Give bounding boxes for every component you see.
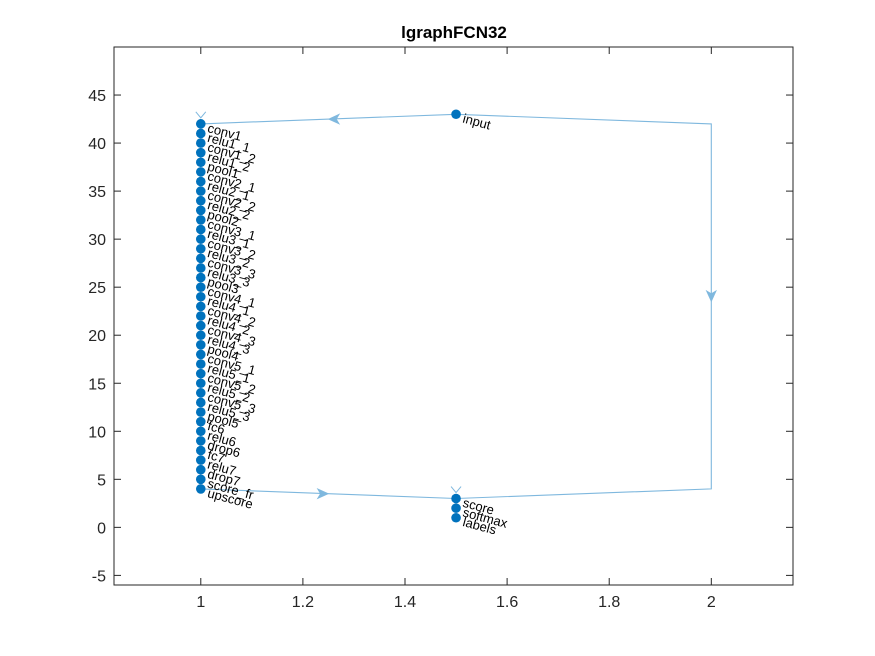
node-conv2_1 <box>195 167 206 177</box>
y-tick-label: 15 <box>88 376 106 393</box>
x-tick-label: 1.6 <box>496 594 518 611</box>
node-conv1 <box>195 119 206 129</box>
node-label-fc6: fc6 <box>206 418 227 437</box>
edge-arrowheads <box>195 111 717 500</box>
node-label-fc7: fc7 <box>206 447 227 466</box>
node-labels: inputconv1relu1_1conv1_2relu1_2pool1conv… <box>206 111 510 538</box>
node-relu5_3 <box>195 397 206 408</box>
node-pool4 <box>195 340 206 350</box>
node-pool2 <box>195 205 206 216</box>
y-tick-label: -5 <box>92 568 106 585</box>
node-pool3 <box>195 272 206 283</box>
arrowhead-right <box>316 488 330 500</box>
node-relu1_2 <box>195 147 206 158</box>
node-conv3_2 <box>195 234 206 244</box>
node-conv4_2 <box>195 301 206 312</box>
arrival-chevron <box>195 111 207 119</box>
node-pool1 <box>195 157 206 168</box>
x-tick-label: 1.4 <box>394 594 416 611</box>
node-score_fr <box>195 474 206 485</box>
node-conv2_2 <box>195 186 206 196</box>
y-tick-label: 5 <box>97 472 106 489</box>
node-relu1_1 <box>195 128 206 139</box>
y-tick-label: 0 <box>97 520 106 537</box>
node-conv4_3 <box>195 320 206 331</box>
y-tick-label: 10 <box>88 424 106 441</box>
node-relu3_3 <box>195 263 206 273</box>
y-tick-label: 30 <box>88 232 106 249</box>
arrowhead-left <box>327 113 341 125</box>
figure-title: lgraphFCN32 <box>401 23 507 42</box>
node-relu5_2 <box>195 378 206 389</box>
node-pool5 <box>195 407 206 417</box>
node-relu2_2 <box>195 195 206 206</box>
x-tick-label: 1.2 <box>292 594 314 611</box>
node-conv1_2 <box>195 138 206 148</box>
node-conv3_1 <box>195 215 206 225</box>
node-relu2_1 <box>195 176 206 187</box>
node-relu3_1 <box>195 224 206 235</box>
node-drop7 <box>195 464 206 475</box>
node-fc6 <box>195 416 206 427</box>
node-relu4_1 <box>195 291 206 302</box>
arrowhead-down <box>705 289 717 303</box>
y-tick-label: 25 <box>88 280 106 297</box>
node-upscore <box>195 484 206 494</box>
node-conv3_3 <box>195 253 206 264</box>
node-fc7 <box>195 445 206 456</box>
node-softmax <box>451 503 461 513</box>
axis-ticks: 1 1.2 1.4 1.6 1.8 2 -5 0 5 10 15 20 25 30 35 40 45 <box>88 47 793 611</box>
node-relu4_2 <box>195 311 206 321</box>
node-relu5_1 <box>195 359 206 369</box>
node-score <box>451 493 461 504</box>
node-relu4_3 <box>195 330 206 341</box>
x-tick-label: 1 <box>196 594 205 611</box>
node-label-relu6: relu6 <box>206 428 238 450</box>
node-label-relu7: relu7 <box>206 457 238 479</box>
node-label-input: input <box>461 111 492 133</box>
x-tick-label: 2 <box>707 594 716 611</box>
node-conv5_1 <box>195 349 206 360</box>
y-tick-label: 35 <box>88 184 106 201</box>
node-relu3_2 <box>195 243 206 254</box>
arrival-chevron <box>450 486 462 494</box>
graph-nodes <box>195 109 461 523</box>
node-relu6 <box>195 426 206 437</box>
node-conv4_1 <box>195 282 206 292</box>
node-relu7 <box>195 455 206 465</box>
edge-input-to-score <box>456 113 712 500</box>
node-input <box>451 109 461 120</box>
node-drop6 <box>195 436 206 446</box>
node-conv5_2 <box>195 368 206 379</box>
node-conv5_3 <box>195 388 206 398</box>
x-tick-label: 1.8 <box>598 594 620 611</box>
y-tick-label: 40 <box>88 136 106 153</box>
y-tick-label: 45 <box>88 88 106 105</box>
y-tick-label: 20 <box>88 328 106 345</box>
node-labels <box>451 512 461 523</box>
